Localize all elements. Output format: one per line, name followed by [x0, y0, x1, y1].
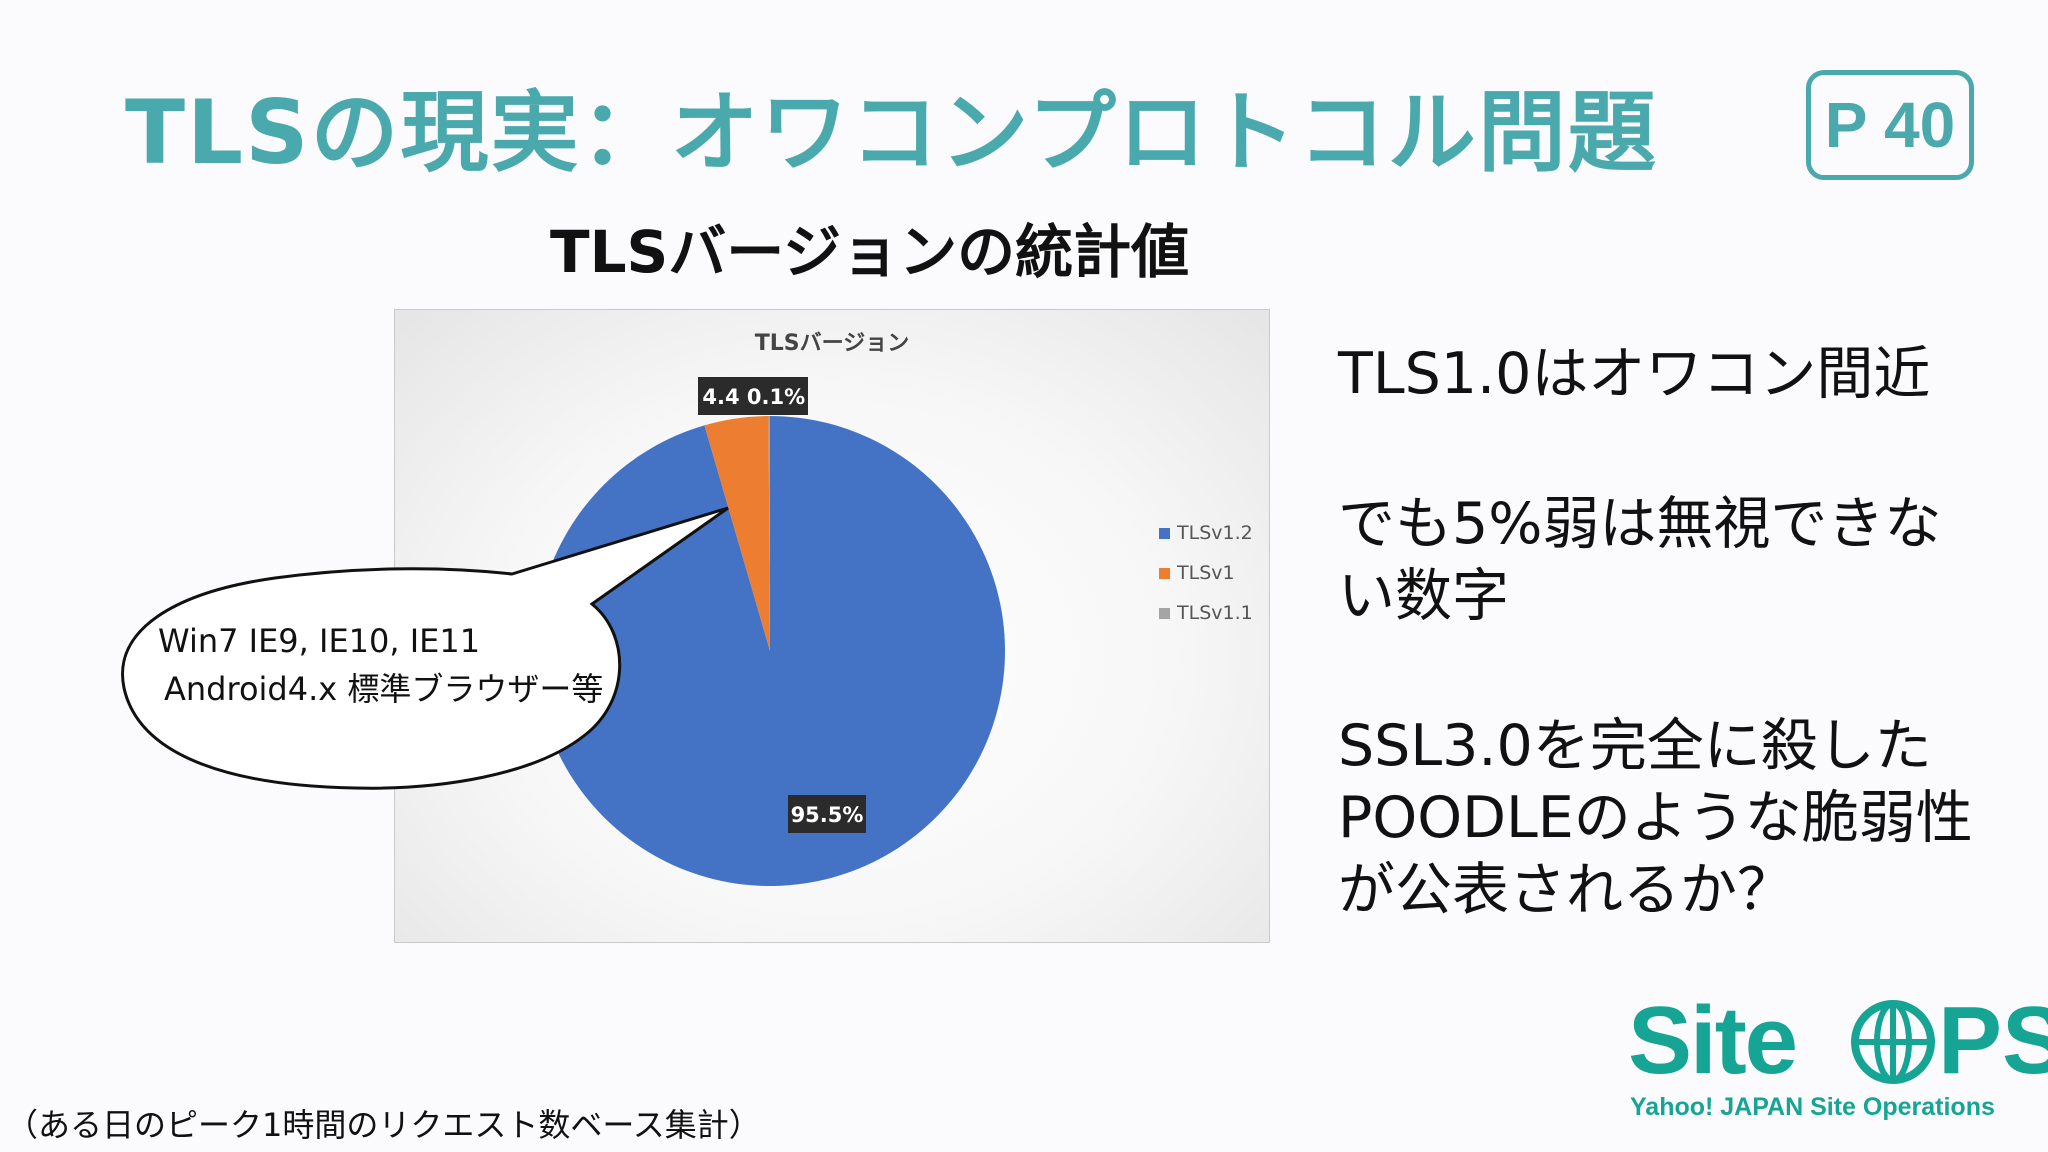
globe-icon	[1851, 1000, 1935, 1084]
logo-word-ps: PS	[1938, 987, 2048, 1094]
bullet-item: TLS1.0はオワコン間近	[1338, 341, 1931, 407]
chart-heading: TLSバージョンの統計値	[550, 218, 1190, 286]
svg-text:0.1%: 0.1%	[747, 385, 805, 409]
slide-title: TLSの現実：オワコンプロトコル問題	[125, 81, 1658, 184]
pie-slice-tlsv1	[704, 416, 770, 651]
svg-text:95.5%: 95.5%	[791, 803, 864, 827]
siteops-logo: Site PS Yahoo! JAPAN Site Operations	[1628, 987, 2048, 1123]
data-label-tlsv1-2: 95.5%	[788, 795, 866, 833]
logo-word-site: Site	[1628, 987, 1798, 1094]
data-label-tlsv1: 4.4	[698, 377, 744, 415]
chart-title: TLSバージョン	[755, 331, 909, 356]
bullet-item: でも5%弱は無視できない数字	[1338, 491, 1942, 629]
pie-slice-tlsv1-1	[768, 416, 770, 651]
legend-label: TLSv1.2	[1176, 522, 1253, 544]
svg-text:4.4: 4.4	[702, 385, 739, 409]
footnote: （ある日のピーク1時間のリクエスト数ベース集計）	[6, 1106, 761, 1144]
legend-swatch	[1159, 608, 1170, 619]
pie-chart: TLSバージョン 95.5% 4.4 0.1% TLSv1.2 TLSv1 TLSv1.…	[535, 331, 1253, 886]
legend-swatch	[1159, 568, 1170, 579]
logo-tagline: Yahoo! JAPAN Site Operations	[1630, 1093, 1995, 1121]
legend-swatch	[1159, 528, 1170, 539]
legend-label: TLSv1	[1176, 562, 1235, 584]
page-number-badge: P 40	[1806, 70, 1974, 180]
legend-label: TLSv1.1	[1176, 602, 1253, 624]
chart-panel: TLSバージョン 95.5% 4.4 0.1% TLSv1.2 TLSv1 TLSv1.…	[394, 309, 1270, 943]
bullet-item: SSL3.0を完全に殺したPOODLEのような脆弱性が公表されるか？	[1338, 713, 1973, 923]
data-label-tlsv1-1: 0.1%	[744, 377, 808, 415]
bullet-list: TLS1.0はオワコン間近 でも5%弱は無視できない数字 SSL3.0を完全に殺…	[1338, 338, 1978, 1004]
